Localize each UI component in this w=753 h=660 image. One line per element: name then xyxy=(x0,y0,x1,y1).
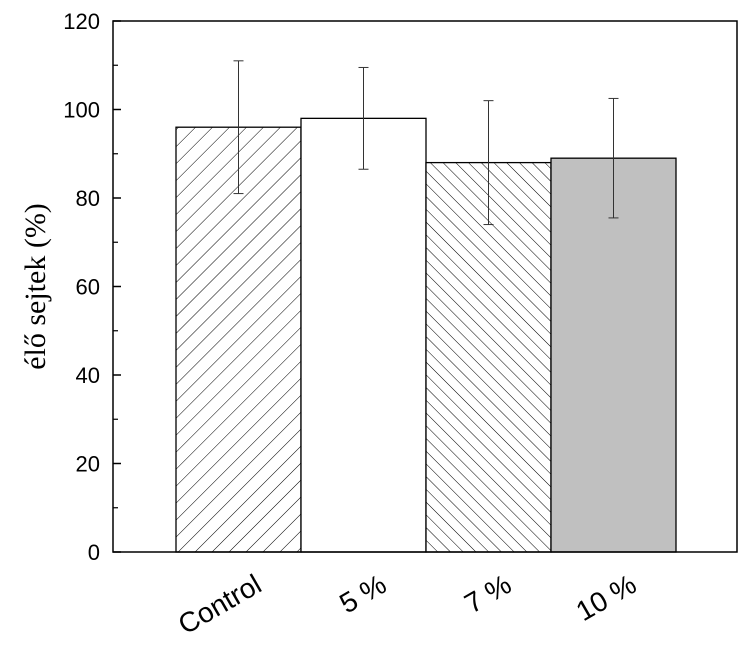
y-tick-label-4: 80 xyxy=(76,186,100,211)
y-tick-label-3: 60 xyxy=(76,275,100,300)
y-tick-label-5: 100 xyxy=(63,98,100,123)
bar-0 xyxy=(175,126,302,553)
bar-1 xyxy=(300,117,427,553)
x-tick-label-3: 10 % xyxy=(571,568,642,627)
error-bar-0 xyxy=(233,60,244,195)
y-axis-title: élő sejtek (%) xyxy=(19,203,52,370)
error-bar-2 xyxy=(483,100,494,226)
y-tick-label-0: 0 xyxy=(88,540,100,565)
y-tick-label-2: 40 xyxy=(76,363,100,388)
x-tick-label-0: Control xyxy=(173,568,267,640)
error-bars-group xyxy=(233,60,619,226)
error-bar-3 xyxy=(608,97,619,219)
y-tick-label-6: 120 xyxy=(63,9,100,34)
x-tick-label-2: 7 % xyxy=(459,568,516,619)
y-tick-label-1: 20 xyxy=(76,452,100,477)
error-bar-1 xyxy=(358,66,369,170)
y-axis: 0 20 40 60 80 100 120 xyxy=(63,9,121,565)
x-axis-labels: Control 5 % 7 % 10 % xyxy=(173,568,642,640)
bars-group xyxy=(175,117,677,553)
bar-2 xyxy=(425,161,552,553)
x-tick-label-1: 5 % xyxy=(334,568,391,619)
